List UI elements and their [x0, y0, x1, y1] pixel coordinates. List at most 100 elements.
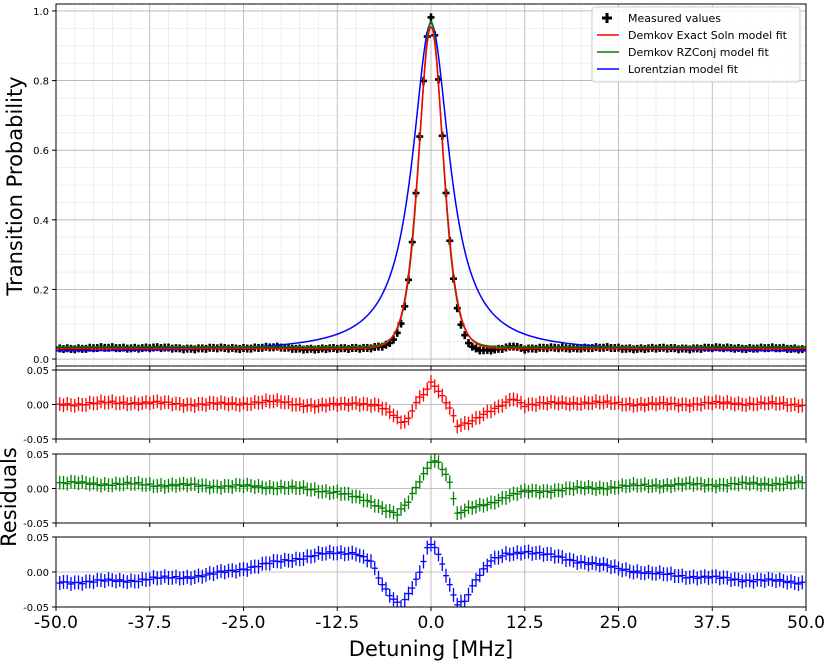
residual-lorentzian-point: [619, 563, 626, 578]
residual-demkov-exact-point: [386, 405, 393, 419]
residual-demkov-exact-point: [555, 396, 562, 411]
residual-frame: [55, 453, 807, 524]
residual-lorentzian-point: [555, 549, 562, 564]
residual-lorentzian-point: [510, 546, 517, 561]
residual-demkov-exact-point: [56, 397, 63, 411]
residual-demkov-exact-point: [345, 398, 352, 412]
residual-demkov-rzconj-point: [353, 489, 359, 504]
residual-demkov-exact-point: [296, 397, 303, 412]
residual-demkov-rzconj-point: [173, 479, 179, 493]
legend-label-demkov-rzconj: Demkov RZConj model fit: [628, 46, 769, 59]
residual-lorentzian-point: [158, 570, 164, 585]
residual-lorentzian-point: [86, 574, 93, 589]
residual-lorentzian-point: [353, 547, 359, 562]
residual-demkov-exact-point: [626, 396, 633, 411]
residual-demkov-exact-point: [728, 396, 734, 411]
residual-demkov-rzconj-point: [544, 484, 551, 499]
residual-lorentzian-point: [109, 573, 116, 588]
residual-lorentzian-point: [641, 566, 648, 581]
residual-lorentzian-point: [656, 565, 663, 580]
residual-ytick-label: 0.05: [27, 533, 49, 544]
residual-demkov-rzconj-point: [521, 483, 528, 498]
residual-demkov-exact-point: [420, 387, 427, 402]
residual-lorentzian-point: [454, 597, 461, 607]
residual-lorentzian-point: [266, 556, 273, 571]
residual-demkov-rzconj-point: [743, 476, 749, 490]
residual-demkov-rzconj-point: [638, 478, 644, 493]
residual-demkov-exact-point: [64, 396, 71, 411]
residual-lorentzian-point: [529, 546, 536, 561]
residual-demkov-rzconj-point: [263, 481, 269, 496]
residual-lorentzian-point: [139, 572, 146, 587]
residual-lorentzian-point: [169, 570, 176, 585]
residual-demkov-exact-point: [454, 419, 461, 434]
residual-demkov-rzconj-point: [773, 476, 779, 491]
residual-demkov-rzconj-point: [791, 475, 798, 490]
residual-demkov-exact-point: [499, 398, 506, 413]
residual-lorentzian-point: [645, 564, 652, 579]
residual-lorentzian-point: [495, 550, 502, 565]
residual-demkov-exact-point: [548, 394, 554, 409]
fit-line-demkov-exact: [56, 25, 806, 350]
residual-lorentzian-point: [679, 568, 686, 583]
residual-demkov-exact-point: [476, 410, 483, 425]
residual-demkov-rzconj-point: [120, 477, 127, 492]
fit-line-lorentzian: [55, 22, 807, 352]
residual-demkov-exact-point: [720, 396, 727, 411]
residual-demkov-rzconj-point: [514, 487, 521, 501]
residual-lorentzian-point: [405, 586, 412, 601]
residual-demkov-rzconj-point: [356, 490, 363, 505]
residual-ytick-label: 0.05: [27, 450, 49, 461]
residual-demkov-rzconj-point: [480, 498, 487, 513]
residual-demkov-exact-point: [746, 396, 753, 411]
residual-demkov-rzconj-point: [559, 483, 566, 498]
residual-demkov-rzconj-point: [375, 499, 382, 514]
residual-demkov-exact-point: [158, 396, 164, 411]
residual-demkov-rzconj-point: [690, 477, 697, 492]
residual-demkov-exact-point: [304, 398, 311, 413]
residual-demkov-exact-point: [191, 399, 198, 413]
residual-demkov-rzconj-point: [345, 486, 352, 501]
residual-lorentzian-point: [499, 548, 506, 563]
residual-lorentzian-point: [746, 573, 753, 588]
residual-demkov-exact-point: [143, 395, 149, 409]
residual-demkov-rzconj-point: [394, 508, 401, 522]
residual-lorentzian-point: [315, 545, 322, 560]
residual-lorentzian-point: [289, 553, 296, 568]
residual-lorentzian-point: [428, 537, 434, 552]
residual-lorentzian-point: [600, 556, 607, 571]
residual-lorentzian-point: [728, 573, 734, 588]
residual-demkov-exact-point: [653, 397, 659, 412]
residual-demkov-rzconj-point: [101, 477, 108, 491]
residual-lorentzian-point: [161, 569, 168, 584]
residual-demkov-rzconj-point: [326, 486, 333, 501]
residual-lorentzian-point: [581, 555, 588, 570]
residual-demkov-exact-point: [570, 395, 577, 410]
residual-demkov-exact-point: [180, 398, 187, 413]
residual-demkov-rzconj-point: [368, 495, 374, 509]
x-axis-label-detuning: Detuning [MHz]: [349, 637, 513, 661]
residual-lorentzian-point: [416, 565, 423, 580]
main-data: [55, 13, 807, 355]
residual-demkov-rzconj-point: [225, 479, 232, 493]
residual-data: [56, 537, 806, 607]
residual-ytick-label: -0.05: [23, 519, 49, 530]
residual-demkov-rzconj-point: [236, 478, 243, 493]
residual-lorentzian-point: [281, 552, 288, 567]
residual-lorentzian-point: [439, 556, 446, 571]
residual-demkov-rzconj-point: [274, 481, 281, 496]
residual-demkov-rzconj-point: [780, 477, 787, 492]
residual-demkov-exact-point: [671, 396, 678, 411]
residual-demkov-rzconj-point: [165, 478, 172, 493]
residual-demkov-exact-point: [488, 404, 494, 419]
residual-demkov-rzconj-point: [248, 478, 254, 493]
residual-demkov-rzconj-point: [589, 481, 596, 496]
residual-demkov-rzconj-point: [735, 477, 742, 492]
residual-demkov-exact-point: [398, 415, 404, 430]
residual-demkov-exact-point: [75, 396, 82, 411]
residual-demkov-rzconj-point: [720, 477, 727, 492]
residual-demkov-exact-point: [716, 395, 723, 410]
residual-demkov-exact-point: [131, 395, 138, 410]
residual-demkov-rzconj-point: [255, 478, 262, 493]
residual-demkov-rzconj-point: [319, 484, 326, 499]
